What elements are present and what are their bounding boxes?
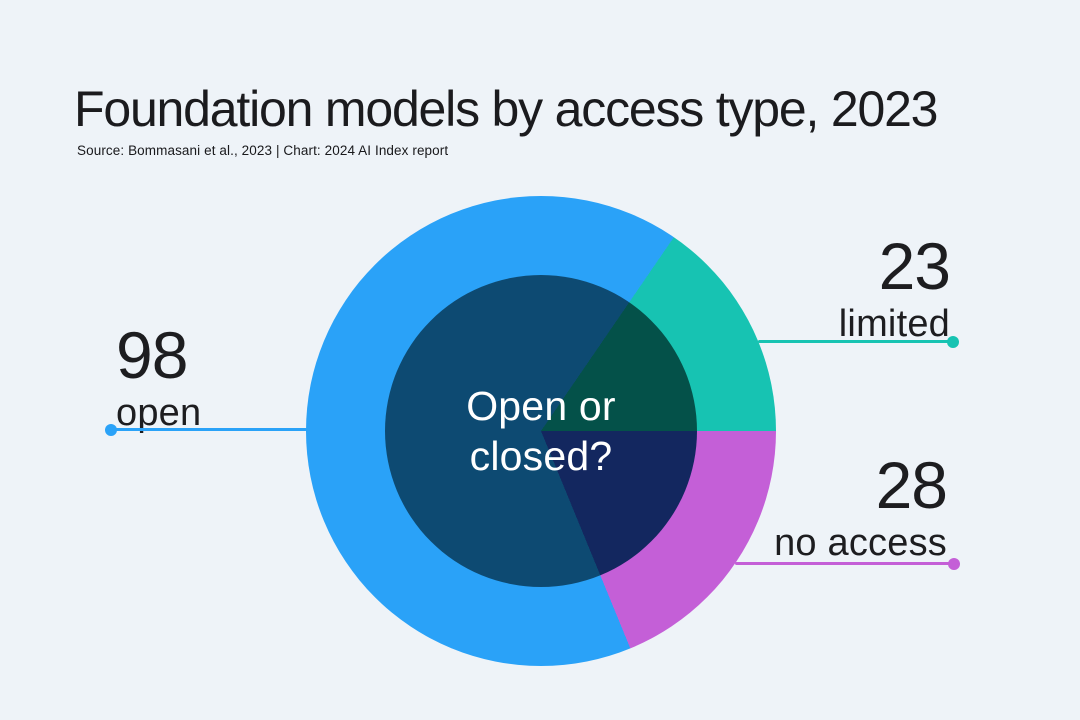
callout-limited-value: 23 (878, 229, 951, 303)
callout-no-access: 28 no access (774, 448, 948, 565)
callout-limited: 23 limited (838, 229, 951, 346)
leader-line-open (105, 423, 307, 436)
leader-line-no-access (735, 557, 960, 570)
leader-line-limited (758, 335, 959, 348)
chart-title: Foundation models by access type, 2023 (74, 81, 938, 137)
callout-no-access-label: no access (774, 522, 947, 564)
pie-center-label: Open or closed? (466, 382, 616, 479)
chart-source-credit: Source: Bommasani et al., 2023 | Chart: … (77, 143, 449, 158)
callout-open: 98 open (116, 322, 201, 435)
callout-open-value: 98 (116, 318, 188, 392)
leader-dot-no-access (948, 557, 960, 570)
callout-no-access-value: 28 (875, 448, 948, 522)
pie-chart-inner-circle: Open or closed? (385, 275, 697, 587)
callout-open-label: open (116, 392, 202, 434)
leader-dot-limited (947, 335, 959, 348)
callout-limited-label: limited (838, 303, 950, 345)
leader-dot-open (105, 423, 117, 436)
